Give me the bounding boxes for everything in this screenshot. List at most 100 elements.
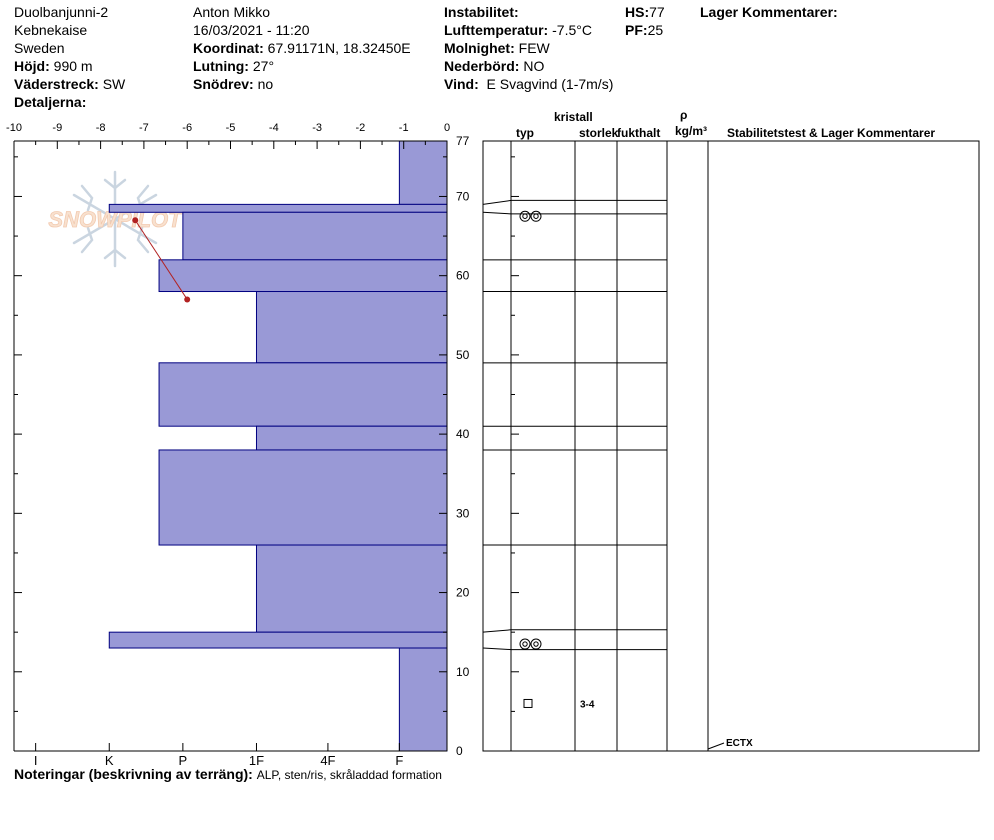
hardness-label: 4F: [320, 753, 335, 768]
rounded-grain-icon-inner: [522, 641, 528, 647]
aspect-value: SW: [102, 76, 126, 92]
stability-test-label: ECTX: [726, 738, 753, 749]
depth-tick-label: 40: [456, 427, 470, 441]
layer-comments-label: Lager Kommentarer:: [700, 4, 838, 20]
temp-tick-label: -4: [269, 122, 279, 134]
hardness-bar: [158, 362, 448, 427]
rounded-grain-icon: [519, 210, 531, 222]
temp-tick-label: -10: [6, 122, 22, 134]
layer-boundary: [482, 199, 667, 205]
hardness-label: I: [34, 753, 38, 768]
rounded-grain-icon-inner: [522, 213, 528, 219]
layer-boundary: [482, 629, 667, 633]
observer-name: Anton Mikko: [193, 4, 271, 20]
hardness-bar: [158, 449, 448, 546]
wind: Vind: E Svagvind (1-7m/s): [444, 76, 613, 93]
hardness-label: F: [395, 753, 403, 768]
temp-tick-label: -6: [182, 122, 192, 134]
depth-tick-label: 10: [456, 665, 470, 679]
hardness-bar: [255, 544, 448, 633]
temperature-point: [132, 217, 139, 224]
depth-tick-label: 30: [456, 506, 470, 520]
depth-tick-label: 0: [456, 744, 463, 758]
snow-drift: Snödrev: no: [193, 76, 273, 93]
location-name: Duolbanjunni-2: [14, 4, 109, 20]
coord-label: Koordinat:: [193, 40, 264, 56]
depth-tick-label: 60: [456, 269, 470, 283]
temperature-line: [134, 219, 188, 300]
temp-tick-label: -3: [312, 122, 322, 134]
hardness-bar: [108, 631, 448, 649]
hardness-bar: [255, 291, 448, 364]
elevation-label: Höjd:: [14, 58, 50, 74]
col-crystal-label: kristall: [554, 110, 593, 124]
observation-datetime: 16/03/2021 - 11:20: [193, 22, 310, 38]
rounded-grain-icon-inner: [533, 641, 539, 647]
hardness-bar: [158, 259, 448, 293]
elevation: Höjd: 990 m: [14, 58, 93, 75]
sky-label: Molnighet:: [444, 40, 515, 56]
coordinates: Koordinat: 67.91171N, 18.32450E: [193, 40, 411, 57]
wind-value: E Svagvind (1-7m/s): [486, 76, 614, 92]
temp-tick-label: -2: [356, 122, 366, 134]
hardness-bar: [182, 211, 448, 261]
depth-tick-label: 77: [456, 134, 470, 148]
rounded-grain-icon: [530, 210, 542, 222]
pf-label: PF:: [625, 22, 648, 38]
hardness-label: 1F: [249, 753, 264, 768]
temp-tick-label: -1: [399, 122, 409, 134]
slope-value: 27°: [252, 58, 275, 74]
profile-axes: -10 -9 -8 -7 -6 -5 -4 -3 -2 -1 0I K P 1F 4F F0102030405…: [6, 122, 470, 768]
air-temperature: Lufttemperatur: -7.5°C: [444, 22, 592, 39]
crystal-size-label: 3-4: [580, 699, 595, 710]
aspect-label: Väderstreck:: [14, 76, 99, 92]
hardness-label: K: [105, 753, 114, 768]
hardness-bar: [398, 647, 448, 752]
depth-tick-label: 20: [456, 586, 470, 600]
layer-boundary: [482, 211, 667, 215]
rounded-grain-icon: [519, 638, 531, 650]
coord-value: 67.91171N, 18.32450E: [267, 40, 411, 56]
details-label: Detaljerna:: [14, 94, 87, 110]
hardness-bar: [398, 140, 448, 205]
layer-table: 3-4 ECTX: [482, 140, 980, 752]
wind-label: Vind:: [444, 76, 479, 92]
pf-value: 25: [647, 22, 664, 38]
temp-tick-label: -8: [96, 122, 106, 134]
hs-label: HS:: [625, 4, 650, 20]
temperature-point: [184, 296, 191, 303]
temperature-profile: [132, 217, 191, 303]
stability-test-pointer: [707, 742, 725, 750]
airtemp-label: Lufttemperatur:: [444, 22, 549, 38]
layer-boundary: [482, 647, 667, 651]
snow-height: HS:77: [625, 4, 665, 21]
rounded-grain-icon: [530, 638, 542, 650]
instability-label: Instabilitet:: [444, 4, 519, 20]
temp-tick-label: -5: [226, 122, 236, 134]
depth-tick-label: 70: [456, 189, 470, 203]
rounded-grain-icon-inner: [533, 213, 539, 219]
col-stability-label: Stabilitetstest & Lager Kommentarer: [727, 126, 936, 140]
hardness-bar: [108, 203, 448, 213]
col-moisture-label: fukthalt: [617, 126, 661, 140]
hardness-bars: [108, 140, 448, 752]
notes-label: Noteringar (beskrivning av terräng):: [14, 766, 253, 782]
temp-tick-label: -7: [139, 122, 149, 134]
sky-value: FEW: [518, 40, 550, 56]
faceted-crystal-icon: [523, 698, 533, 708]
hardness-bar: [255, 425, 448, 451]
aspect: Väderstreck: SW: [14, 76, 125, 93]
hs-value: 77: [649, 4, 665, 20]
country-name: Sweden: [14, 40, 65, 56]
hardness-label: P: [179, 753, 188, 768]
notes-value: ALP, sten/ris, skråladdad formation: [256, 768, 442, 782]
layer-table-frame: [482, 140, 980, 752]
temp-tick-label: -9: [52, 122, 62, 134]
drift-label: Snödrev:: [193, 76, 254, 92]
snowpilot-logo: SNOWPILOT: [48, 170, 184, 268]
drift-value: no: [257, 76, 274, 92]
terrain-notes: Noteringar (beskrivning av terräng): ALP…: [14, 766, 442, 784]
precipitation: Nederbörd: NO: [444, 58, 544, 75]
sky-cover: Molnighet: FEW: [444, 40, 550, 57]
